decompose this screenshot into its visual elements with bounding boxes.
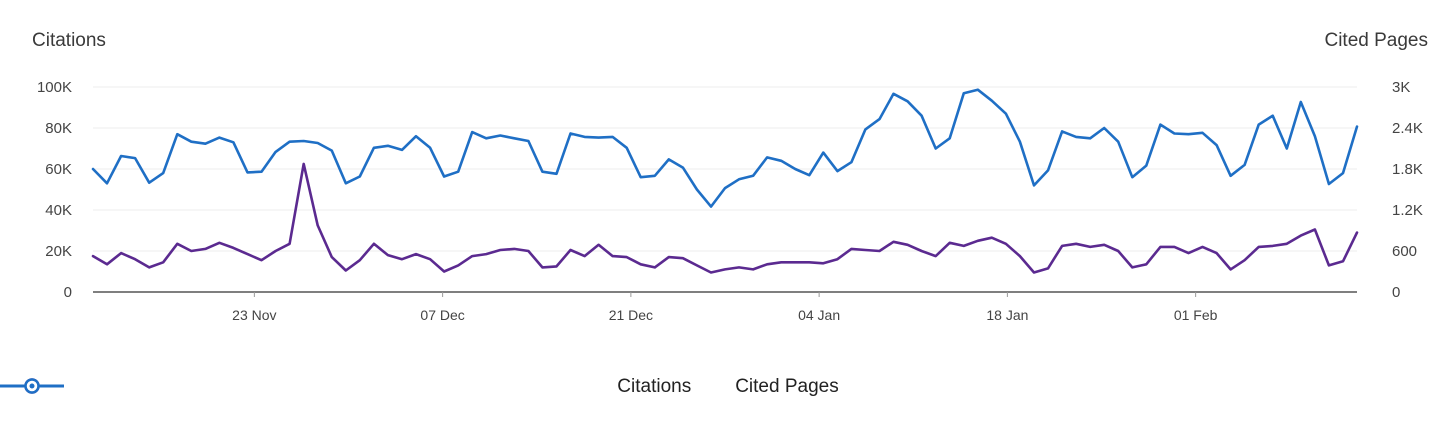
left-tick-label: 60K	[45, 161, 72, 178]
x-tick-label: 01 Feb	[1174, 307, 1218, 323]
left-tick-label: 80K	[45, 120, 72, 137]
left-tick-label: 40K	[45, 202, 72, 219]
x-tick-label: 04 Jan	[798, 307, 840, 323]
legend: Citations Cited Pages	[0, 376, 1456, 398]
left-tick-label: 0	[64, 284, 72, 301]
right-axis-title: Cited Pages	[1324, 30, 1428, 51]
grid	[93, 86, 1357, 252]
right-tick-label: 1.8K	[1392, 161, 1423, 178]
x-tick-label: 23 Nov	[232, 307, 276, 323]
legend-item-cited-pages[interactable]: Cited Pages	[0, 376, 839, 398]
line-chart: 0 0 20K 600 40K 1.2K 60K 1.8K 80K 2.4K 100K 3K 23 No…	[37, 79, 1423, 323]
right-tick-label: 3K	[1392, 79, 1410, 96]
right-tick-label: 600	[1392, 243, 1417, 260]
series-lines	[91, 88, 1359, 274]
legend-item-citations[interactable]: Citations	[0, 376, 692, 398]
axes: 0 0 20K 600 40K 1.2K 60K 1.8K 80K 2.4K 100K 3K 23 No…	[37, 79, 1423, 323]
legend-label-citations: Citations	[617, 376, 692, 397]
series-line-cited-pages	[91, 88, 1359, 208]
legend-label-cited-pages: Cited Pages	[735, 376, 839, 397]
left-tick-label: 20K	[45, 243, 72, 260]
right-tick-label: 2.4K	[1392, 120, 1423, 137]
x-tick-label: 21 Dec	[609, 307, 653, 323]
left-tick-label: 100K	[37, 79, 72, 96]
right-tick-label: 0	[1392, 284, 1400, 301]
left-axis-title: Citations	[32, 30, 106, 51]
right-tick-label: 1.2K	[1392, 202, 1423, 219]
legend-marker-cited-pages-icon	[0, 378, 64, 394]
series-line-citations	[91, 162, 1359, 274]
x-tick-label: 07 Dec	[420, 307, 464, 323]
x-tick-label: 18 Jan	[986, 307, 1028, 323]
